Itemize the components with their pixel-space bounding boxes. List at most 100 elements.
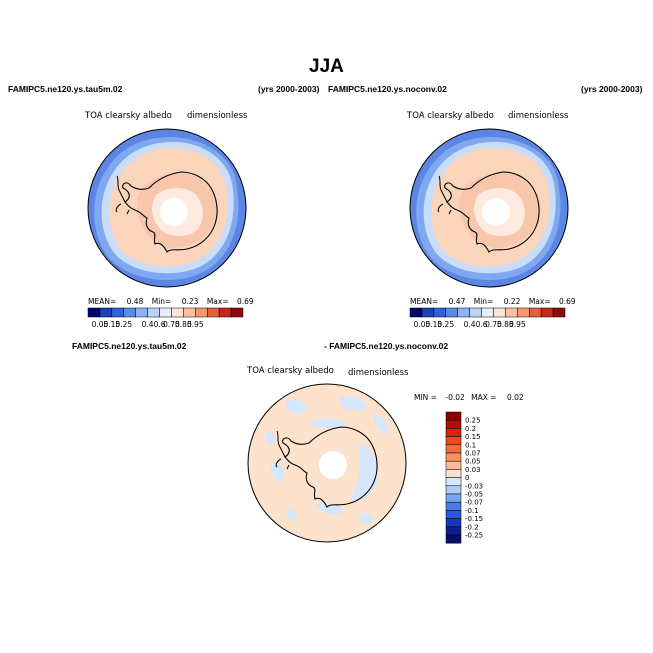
colorbar-swatch [469, 307, 482, 318]
pole-high-albedo [160, 198, 188, 226]
max-label: Max= [528, 297, 551, 306]
map-border [87, 128, 247, 288]
min-value: 0.23 [181, 297, 199, 306]
colorbar-swatch [445, 307, 458, 318]
colorbar-swatch [445, 526, 462, 536]
colorbar-swatch [445, 436, 462, 446]
colorbar-swatch [445, 510, 462, 519]
colorbar-swatch [206, 307, 220, 318]
panel3-variable-label: TOA clearsky albedo [247, 366, 334, 376]
colorbar-swatch [445, 428, 462, 437]
colorbar-swatch [147, 307, 160, 318]
colorbar-tick-label: 0.6 [154, 320, 166, 329]
mean-value: 0.47 [448, 297, 466, 306]
colorbar-swatch [171, 307, 184, 318]
max-value: 0.69 [559, 297, 576, 306]
panel1-variable-label: TOA clearsky albedo [85, 111, 172, 121]
panel1-units-label: dimensionless [187, 111, 248, 121]
colorbar-swatch [433, 307, 447, 318]
colorbar-tick-label: 0.15 [425, 320, 442, 329]
colorbar-swatch [123, 307, 136, 318]
colorbar-tick-label: 0.25 [437, 320, 454, 329]
colorbar-tick-label: 0.03 [465, 466, 481, 474]
colorbar-swatch [445, 493, 462, 503]
colorbar-tick-label: 0.15 [103, 320, 120, 329]
pole-missing-data [319, 451, 347, 479]
panel3-colorbar: 0.250.20.150.10.070.050.030-0.03-0.05-0.… [445, 411, 483, 544]
colorbar-tick-label: 0.05 [414, 320, 431, 329]
panel2-units-label: dimensionless [508, 111, 569, 121]
colorbar-swatch [505, 307, 518, 318]
colorbar-swatch [111, 307, 125, 318]
min-label: MIN = [414, 393, 437, 402]
colorbar-tick-label: 0.25 [465, 417, 481, 425]
colorbar-tick-label: 0.4 [142, 320, 154, 329]
colorbar-swatch [445, 444, 462, 454]
min-label: Min= [473, 297, 494, 306]
map-border [247, 383, 407, 543]
colorbar-tick-label: 0.25 [115, 320, 132, 329]
colorbar-swatch [445, 452, 462, 462]
panel3-left-label: FAMIPC5.ne120.ys.tau5m.02 [72, 341, 187, 351]
colorbar-swatch [409, 307, 423, 318]
mean-label: MEAN= [410, 297, 439, 306]
page-title: JJA [309, 56, 344, 77]
colorbar-swatch [421, 307, 435, 318]
panel1-case-label: FAMIPC5.ne120.ys.tau5m.02 [8, 84, 123, 94]
colorbar-swatch [445, 469, 462, 478]
colorbar-tick-label: 0.07 [465, 450, 481, 458]
panel3-units-label: dimensionless [348, 368, 409, 378]
antarctica-coastline [282, 426, 378, 508]
panel1-stats: MEAN= 0.48 Min= 0.23 Max= 0.69 [88, 297, 254, 306]
panel3-right-label: - FAMIPC5.ne120.ys.noconv.02 [324, 341, 449, 351]
colorbar-tick-label: -0.07 [465, 499, 483, 507]
negative-diff-patches [264, 396, 389, 525]
colorbar-swatch [540, 307, 554, 318]
panel3-map [247, 383, 407, 543]
colorbar-swatch [445, 518, 462, 528]
colorbar-swatch [445, 534, 462, 544]
colorbar-tick-label: -0.05 [465, 491, 483, 499]
colorbar-swatch [135, 307, 148, 318]
panel3-stats: MIN = -0.02 MAX = 0.02 [414, 393, 524, 402]
max-value: 0.69 [237, 297, 254, 306]
peninsula-coastline [275, 430, 290, 470]
panel2-map [409, 128, 569, 288]
colorbar-swatch [87, 307, 101, 318]
antarctica-coastline [122, 171, 218, 253]
colorbar-swatch [457, 307, 470, 318]
colorbar-tick-label: 0.75 [485, 320, 502, 329]
min-label: Min= [151, 297, 172, 306]
colorbar-tick-label: 0 [465, 474, 469, 482]
colorbar-tick-label: 0.75 [163, 320, 180, 329]
colorbar-swatch [528, 307, 542, 318]
panel2-years-label: (yrs 2000-2003) [581, 84, 643, 94]
colorbar-tick-label: 0.85 [175, 320, 192, 329]
max-label: Max= [206, 297, 229, 306]
colorbar-tick-label: 0.1 [465, 441, 476, 449]
colorbar-tick-label: 0.05 [465, 458, 481, 466]
colorbar-swatch [517, 307, 530, 318]
max-label: MAX = [471, 393, 497, 402]
panel2-variable-label: TOA clearsky albedo [407, 111, 494, 121]
pole-high-albedo [482, 198, 510, 226]
panel2-colorbar: 0.050.150.25 0.4 0.60.750.850.95 [409, 307, 566, 329]
panel2-stats: MEAN= 0.47 Min= 0.22 Max= 0.69 [410, 297, 576, 306]
colorbar-tick-label: -0.25 [465, 532, 483, 540]
map-border [409, 128, 569, 288]
colorbar-swatch [445, 419, 462, 429]
colorbar-tick-label: 0.95 [509, 320, 526, 329]
colorbar-swatch [445, 477, 462, 487]
colorbar-swatch [445, 485, 462, 495]
colorbar-tick-label: 0.05 [92, 320, 109, 329]
panel1-map [87, 128, 247, 288]
colorbar-swatch [481, 307, 494, 318]
peninsula-coastline [437, 175, 452, 215]
min-value: -0.02 [445, 393, 465, 402]
colorbar-swatch [183, 307, 196, 318]
colorbar-tick-label: 0.15 [465, 433, 481, 441]
colorbar-tick-label: -0.1 [465, 507, 479, 515]
peninsula-coastline [115, 175, 130, 215]
colorbar-tick-label: 0.6 [476, 320, 488, 329]
mean-label: MEAN= [88, 297, 117, 306]
